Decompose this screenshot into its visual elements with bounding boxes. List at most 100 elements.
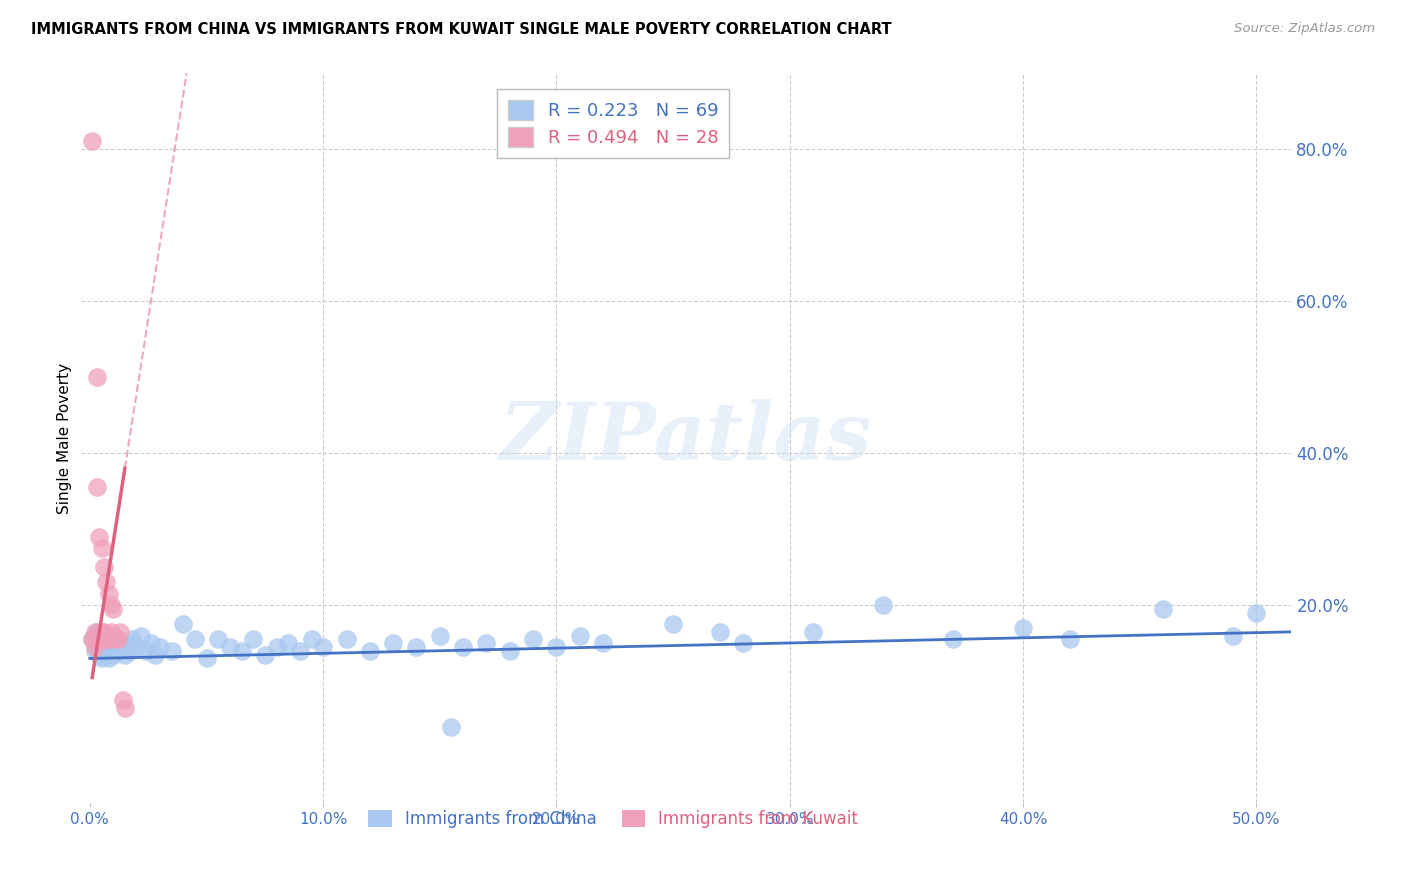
Point — [405, 640, 427, 654]
Point — [100, 599, 122, 613]
Point — [93, 560, 115, 574]
Point — [90, 541, 112, 556]
Point — [93, 624, 115, 639]
Point — [139, 636, 162, 650]
Point — [592, 636, 614, 650]
Point — [100, 629, 122, 643]
Point — [135, 644, 157, 658]
Point — [129, 629, 152, 643]
Point — [101, 648, 124, 662]
Point — [872, 599, 894, 613]
Point — [1152, 602, 1174, 616]
Point — [89, 530, 111, 544]
Point — [118, 644, 141, 658]
Point — [440, 720, 463, 734]
Point — [184, 632, 207, 647]
Point — [104, 640, 127, 654]
Point — [93, 644, 115, 658]
Text: Source: ZipAtlas.com: Source: ZipAtlas.com — [1234, 22, 1375, 36]
Point — [90, 632, 112, 647]
Point — [1059, 632, 1081, 647]
Legend: Immigrants from China, Immigrants from Kuwait: Immigrants from China, Immigrants from K… — [361, 804, 865, 835]
Point — [108, 624, 131, 639]
Point — [1246, 606, 1268, 620]
Point — [546, 640, 568, 654]
Point — [125, 640, 148, 654]
Point — [301, 632, 323, 647]
Point — [82, 632, 104, 647]
Point — [335, 632, 357, 647]
Point — [475, 636, 498, 650]
Text: IMMIGRANTS FROM CHINA VS IMMIGRANTS FROM KUWAIT SINGLE MALE POVERTY CORRELATION : IMMIGRANTS FROM CHINA VS IMMIGRANTS FROM… — [31, 22, 891, 37]
Point — [86, 480, 108, 494]
Point — [97, 632, 120, 647]
Point — [97, 651, 120, 665]
Point — [107, 632, 129, 647]
Point — [89, 648, 111, 662]
Point — [114, 648, 136, 662]
Point — [93, 629, 115, 643]
Point — [568, 629, 591, 643]
Point — [149, 640, 172, 654]
Y-axis label: Single Male Poverty: Single Male Poverty — [58, 362, 72, 514]
Point — [83, 644, 105, 658]
Point — [115, 636, 138, 650]
Point — [100, 624, 122, 639]
Point — [451, 640, 474, 654]
Point — [709, 624, 731, 639]
Point — [733, 636, 755, 650]
Point — [101, 602, 124, 616]
Point — [801, 624, 824, 639]
Point — [207, 632, 229, 647]
Point — [82, 632, 104, 647]
Point — [218, 640, 240, 654]
Point — [111, 640, 134, 654]
Text: ZIPatlas: ZIPatlas — [501, 400, 872, 476]
Point — [1012, 621, 1035, 635]
Point — [231, 644, 253, 658]
Point — [83, 624, 105, 639]
Point — [359, 644, 381, 658]
Point — [83, 629, 105, 643]
Point — [97, 587, 120, 601]
Point — [382, 636, 405, 650]
Point — [312, 640, 335, 654]
Point — [195, 651, 218, 665]
Point — [96, 632, 118, 647]
Point — [107, 632, 129, 647]
Point — [662, 617, 685, 632]
Point — [83, 632, 105, 647]
Point — [288, 644, 311, 658]
Point — [1222, 629, 1244, 643]
Point — [522, 632, 544, 647]
Point — [160, 644, 183, 658]
Point — [82, 135, 104, 149]
Point — [93, 632, 115, 647]
Point — [86, 370, 108, 384]
Point — [83, 640, 105, 654]
Point — [97, 632, 120, 647]
Point — [277, 636, 299, 650]
Point — [143, 648, 166, 662]
Point — [266, 640, 288, 654]
Point — [89, 629, 111, 643]
Point — [499, 644, 522, 658]
Point — [253, 648, 276, 662]
Point — [242, 632, 264, 647]
Point — [121, 632, 143, 647]
Point — [108, 644, 131, 658]
Point — [86, 624, 108, 639]
Point — [101, 636, 124, 650]
Point — [86, 640, 108, 654]
Point — [111, 693, 134, 707]
Point — [172, 617, 194, 632]
Point — [86, 632, 108, 647]
Point — [89, 636, 111, 650]
Point — [96, 575, 118, 590]
Point — [90, 651, 112, 665]
Point — [114, 701, 136, 715]
Point — [90, 632, 112, 647]
Point — [104, 632, 127, 647]
Point — [96, 640, 118, 654]
Point — [90, 624, 112, 639]
